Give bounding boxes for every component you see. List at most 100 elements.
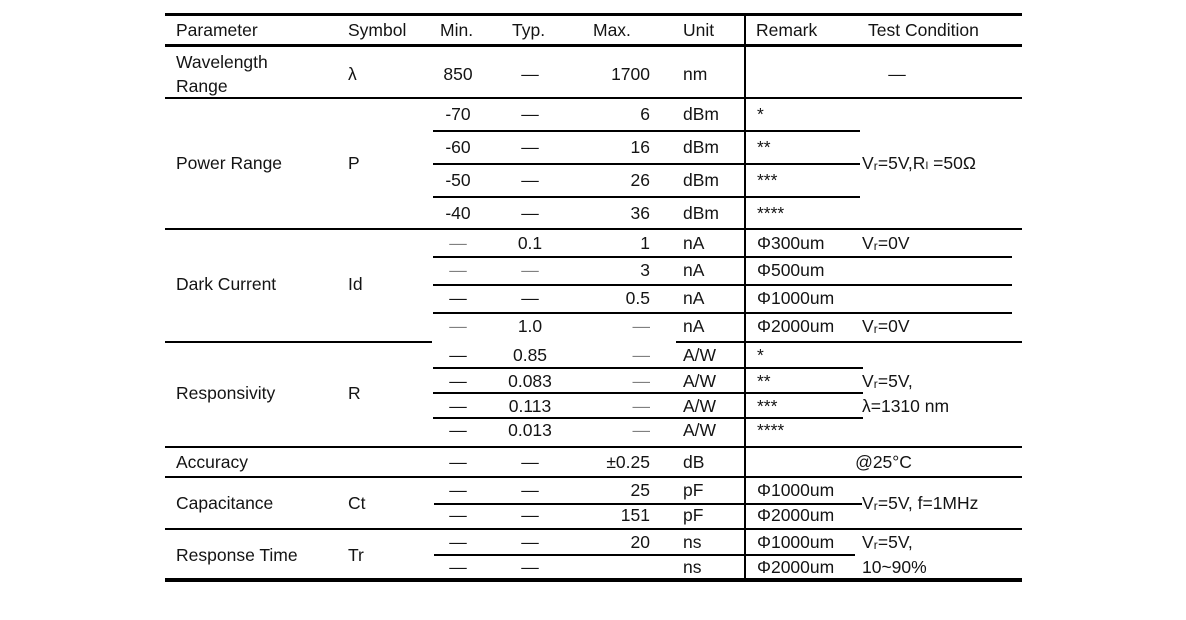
header-parameter: Parameter: [176, 20, 258, 40]
capacitance-row1-typ: —: [521, 480, 539, 500]
responsivity-row4-unit: A/W: [683, 420, 717, 440]
power-row4-min: -40: [445, 203, 471, 223]
capacitance-parameter: Capacitance: [176, 493, 274, 513]
row-divider: [434, 503, 862, 505]
power-row1-typ: —: [521, 104, 539, 124]
row-divider: [433, 256, 1012, 258]
section-divider-responsivity: [165, 446, 1022, 448]
power-row2-unit: dBm: [683, 137, 719, 157]
section-divider-accuracy: [165, 476, 1022, 478]
header-max: Max.: [593, 20, 631, 40]
wavelength-symbol: λ: [348, 64, 357, 84]
responsivity-row3-max: —: [632, 396, 651, 416]
dark-row3-max: 0.5: [625, 288, 650, 308]
dark-row2-min: —: [449, 260, 467, 280]
header-bottom-border: [165, 44, 1022, 47]
wavelength-parameter-line1: Wavelength: [176, 52, 268, 72]
responsivity-test-condition-line2: λ=1310 nm: [862, 396, 950, 416]
header-test-condition: Test Condition: [868, 20, 979, 40]
responsivity-row4-min: —: [449, 420, 467, 440]
power-row3-typ: —: [521, 170, 539, 190]
responsivity-row1-unit: A/W: [683, 345, 717, 365]
dark-row3-unit: nA: [683, 288, 705, 308]
capacitance-row2-remark: Φ2000um: [757, 505, 835, 525]
dark-row3-min: —: [449, 288, 467, 308]
accuracy-max: ±0.25: [606, 452, 650, 472]
dark-row3-typ: —: [521, 288, 539, 308]
dark-row4-unit: nA: [683, 316, 705, 336]
capacitance-row2-unit: pF: [683, 505, 704, 525]
capacitance-row1-max: 25: [630, 480, 650, 500]
section-divider-wavelength: [165, 97, 1022, 99]
section-divider-capacitance: [165, 528, 1022, 530]
responsivity-row1-typ: 0.85: [512, 345, 548, 365]
dark-row2-unit: nA: [683, 260, 705, 280]
dark-symbol: Id: [348, 274, 363, 294]
accuracy-unit: dB: [683, 452, 705, 472]
header-typ: Typ.: [512, 20, 546, 40]
dark-row1-max: 1: [640, 233, 650, 253]
accuracy-test-condition: @25°C: [855, 452, 912, 472]
header-unit: Unit: [683, 20, 715, 40]
responsivity-row2-unit: A/W: [683, 371, 717, 391]
power-symbol: P: [348, 153, 360, 173]
power-row3-unit: dBm: [683, 170, 719, 190]
responsivity-test-condition-line1: Vᵣ=5V,: [862, 371, 913, 391]
row-divider: [433, 392, 863, 394]
response-time-test-condition-line1: Vᵣ=5V,: [862, 532, 913, 552]
section-divider-power: [165, 228, 1022, 230]
header-min: Min.: [440, 20, 474, 40]
response-time-row1-typ: —: [521, 532, 539, 552]
power-row1-max: 6: [640, 104, 650, 124]
header-remark: Remark: [756, 20, 818, 40]
response-time-row1-unit: ns: [683, 532, 702, 552]
table-bottom-border: [165, 578, 1022, 582]
response-time-parameter: Response Time: [176, 545, 298, 565]
power-row4-remark: ****: [757, 203, 785, 223]
response-time-row1-remark: Φ1000um: [757, 532, 835, 552]
power-row2-remark: **: [757, 137, 771, 157]
dark-row1-unit: nA: [683, 233, 705, 253]
row-divider: [433, 130, 860, 132]
table-top-border: [165, 13, 1022, 16]
row-divider: [433, 284, 1012, 286]
wavelength-parameter-line2: Range: [176, 76, 228, 96]
dark-parameter: Dark Current: [176, 274, 277, 294]
dark-row2-remark: Φ500um: [757, 260, 825, 280]
responsivity-row2-max: —: [632, 371, 651, 391]
capacitance-row1-unit: pF: [683, 480, 704, 500]
accuracy-typ: —: [521, 452, 539, 472]
power-row3-remark: ***: [757, 170, 778, 190]
power-row2-max: 16: [630, 137, 650, 157]
response-time-test-condition-line2: 10~90%: [862, 557, 927, 577]
dark-row3-remark: Φ1000um: [757, 288, 835, 308]
section-divider-dark-left: [165, 341, 432, 343]
power-row1-min: -70: [445, 104, 471, 124]
row-divider: [433, 163, 860, 165]
row-divider: [433, 367, 863, 369]
row-divider: [433, 196, 860, 198]
responsivity-row2-remark: **: [757, 371, 771, 391]
responsivity-row2-min: —: [449, 371, 467, 391]
response-time-row2-typ: —: [521, 557, 539, 577]
responsivity-row4-remark: ****: [757, 420, 785, 440]
responsivity-row3-remark: ***: [757, 396, 778, 416]
dark-row1-remark: Φ300um: [757, 233, 825, 253]
power-test-condition: Vᵣ=5V,Rₗ =50Ω: [862, 153, 976, 173]
responsivity-row1-remark: *: [757, 345, 764, 365]
section-divider-dark-right: [676, 341, 1022, 343]
dark-row1-min: —: [449, 233, 467, 253]
dark-row4-test-condition: Vᵣ=0V: [862, 316, 910, 336]
wavelength-min: 850: [443, 64, 473, 84]
dark-row1-typ: 0.1: [517, 233, 543, 253]
responsivity-row4-typ: 0.013: [508, 420, 552, 440]
dark-row4-max: —: [632, 316, 651, 336]
capacitance-row2-max: 151: [620, 505, 650, 525]
power-row4-max: 36: [630, 203, 650, 223]
responsivity-row4-max: —: [632, 420, 651, 440]
accuracy-min: —: [449, 452, 467, 472]
power-row4-typ: —: [521, 203, 539, 223]
dark-row2-max: 3: [640, 260, 650, 280]
responsivity-row1-min: —: [449, 345, 467, 365]
capacitance-test-condition: Vᵣ=5V, f=1MHz: [862, 493, 979, 513]
